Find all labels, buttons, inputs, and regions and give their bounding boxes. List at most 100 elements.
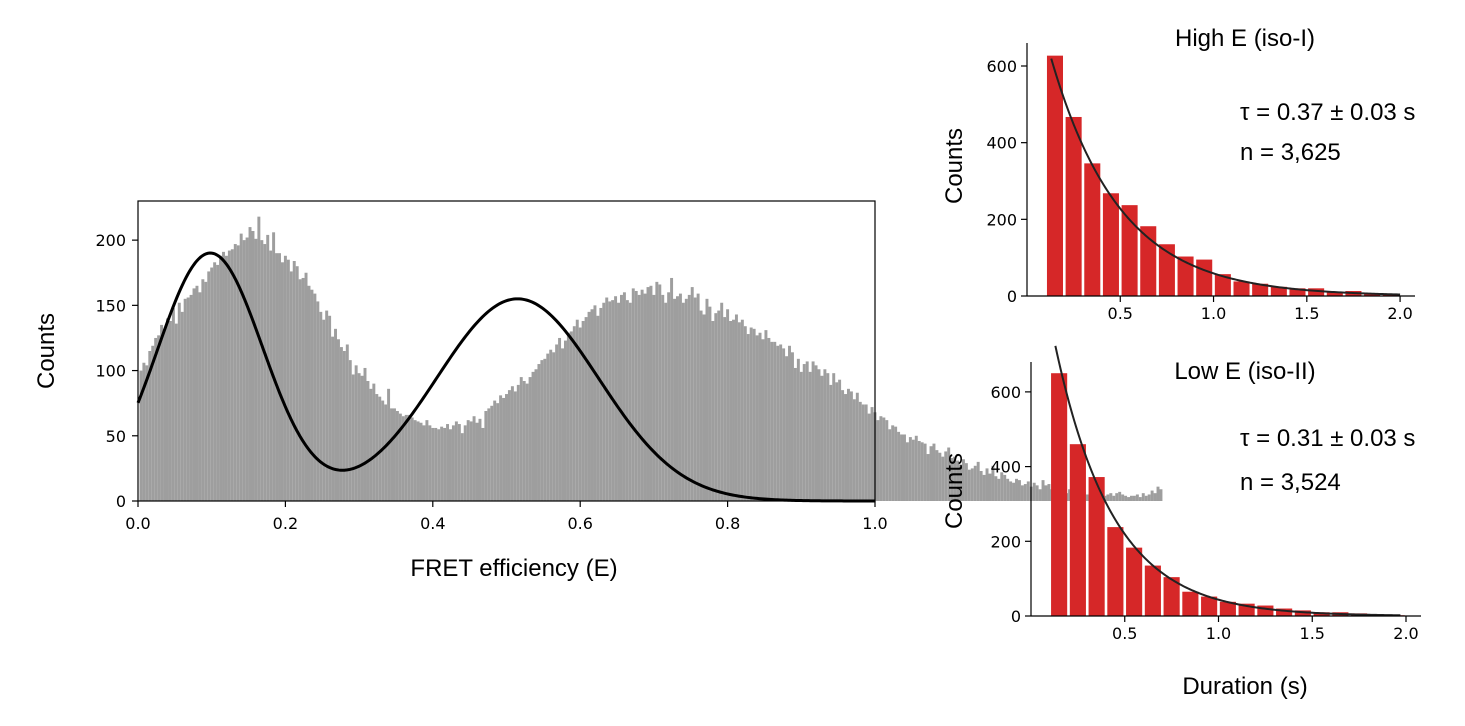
fret-histogram-bar-52 [292,261,296,501]
low-e-title: Low E (iso-II) [1174,358,1315,385]
fret-histogram-bar-167 [631,288,635,501]
fret-histogram-bar-110 [463,425,467,501]
fret-histogram-bar-98 [428,425,432,501]
fret-histogram-bar-24 [210,267,214,501]
fret-histogram-bar-274 [947,447,951,501]
fret-histogram-bar-59 [313,293,317,501]
fret-histogram-bar-305 [1038,489,1042,501]
fret-histogram-bar-196 [717,310,721,501]
fret-histogram-bar-111 [466,420,470,501]
fret-histogram-bar-257 [897,431,901,501]
fret-histogram-bar-185 [684,298,688,501]
fret-histogram-bar-75 [360,375,364,501]
fret-histogram-bar-275 [950,457,954,501]
fret-histogram-bar-189 [696,293,700,501]
fret-histogram-bar-186 [687,294,691,501]
fret-histogram-bar-134 [534,369,538,501]
fret-histogram-bar-174 [652,294,656,501]
fret-histogram-bar-237 [838,379,842,501]
fret-histogram-bar-109 [460,433,464,501]
low-e-dwell-panel: Low E (iso-II) Counts τ = 0.31 ± 0.03 s … [941,345,1421,700]
fret-histogram-bar-241 [849,391,853,501]
fret-histogram-bar-187 [690,287,694,501]
fret-histogram-bar-81 [378,396,382,501]
high-e-n-annotation: n = 3,625 [1240,139,1341,166]
fret-histogram-bar-255 [891,425,895,501]
fret-histogram-bar-8 [163,328,167,501]
high-e-title: High E (iso-I) [1175,25,1315,52]
fret-histogram-bar-239 [844,394,847,501]
fret-histogram-bar-233 [826,373,830,501]
fret-histogram-frame [137,200,876,502]
fret-histogram-bar-212 [764,330,768,501]
fret-histogram-bar-12 [174,323,178,501]
fret-histogram-bar-172 [646,287,650,501]
fret-histogram-bar-300 [1023,484,1027,501]
fret-histogram-bar-65 [331,336,335,501]
fret-histogram-bar-144 [563,340,567,501]
fret-histogram-bar-100 [434,427,438,501]
low-e-ylabel: Counts [941,453,968,529]
fret-histogram-bar-282 [970,468,974,501]
fret-histogram-panel: Counts FRET efficiency (E) 0.0 0.2 0.4 0.6 0… [33,200,1163,582]
fret-histogram-bar-259 [903,434,906,501]
fret-histogram-bar-199 [726,309,730,501]
fret-histogram-bar-277 [956,460,960,501]
fret-histogram-ytick-label-3: 150 [95,296,126,315]
fret-histogram-bar-26 [216,264,220,501]
fret-histogram-bar-71 [348,360,352,501]
fret-histogram-bar-297 [1015,478,1018,501]
fret-histogram-ytick-label-2: 100 [95,362,126,381]
high-e-bar-9 [1214,274,1231,296]
fret-histogram-bar-271 [938,452,942,501]
fret-histogram-bar-60 [316,301,320,501]
fret-histogram-bar-238 [841,390,845,501]
low-e-bar-9 [1219,601,1236,616]
fret-histogram-bar-158 [605,297,609,501]
low-e-bar-0 [1051,373,1068,616]
high-e-bar-13 [1289,288,1306,296]
fret-histogram-bar-267 [926,454,930,501]
fret-histogram-bar-54 [298,279,302,501]
fret-histogram-bar-335 [1127,497,1130,501]
fret-histogram-bar-276 [953,456,957,501]
fret-histogram-bar-7 [160,324,164,501]
low-e-bar-12 [1276,608,1293,616]
fret-histogram-bar-331 [1115,493,1119,501]
fret-histogram-bar-121 [496,403,500,501]
fret-histogram-bar-256 [894,426,898,501]
fret-histogram-bar-180 [670,277,674,501]
fret-histogram-bar-6 [157,335,161,501]
fret-histogram-bar-191 [702,314,706,501]
fret-histogram-bar-4 [151,345,155,501]
high-e-bar-17 [1364,294,1381,296]
fret-histogram-bar-330 [1112,495,1116,501]
fret-histogram-bar-116 [481,427,485,501]
fret-histogram-bar-170 [640,289,644,501]
fret-histogram-bar-220 [788,345,791,501]
fret-histogram-bar-0 [139,370,143,501]
fret-histogram-bar-128 [516,384,520,501]
fret-histogram-bar-343 [1150,490,1154,501]
fret-histogram-xtick-label-3: 0.6 [567,514,592,533]
fret-histogram-bar-263 [914,435,918,501]
fret-histogram-bar-91 [407,414,411,501]
fret-histogram-bar-266 [923,443,927,501]
high-e-xtick-label-2: 1.5 [1294,304,1319,323]
fret-histogram-bar-1 [142,362,146,501]
fret-histogram-xlabel: FRET efficiency (E) [410,555,617,582]
fret-histogram-bar-337 [1132,495,1136,501]
fret-histogram-bar-157 [602,302,606,501]
low-e-bar-13 [1294,610,1311,616]
fret-histogram-bar-155 [596,315,600,501]
fret-histogram-bar-242 [852,399,856,501]
fret-histogram-bar-56 [304,272,308,501]
fret-histogram-bar-45 [272,232,276,502]
fret-histogram-bar-200 [729,321,733,501]
fret-histogram-bar-96 [422,425,426,501]
fret-histogram-bar-294 [1006,478,1010,501]
fret-histogram-bar-62 [322,319,326,501]
fret-histogram-bar-208 [752,328,756,501]
fret-histogram-bar-216 [776,345,780,501]
